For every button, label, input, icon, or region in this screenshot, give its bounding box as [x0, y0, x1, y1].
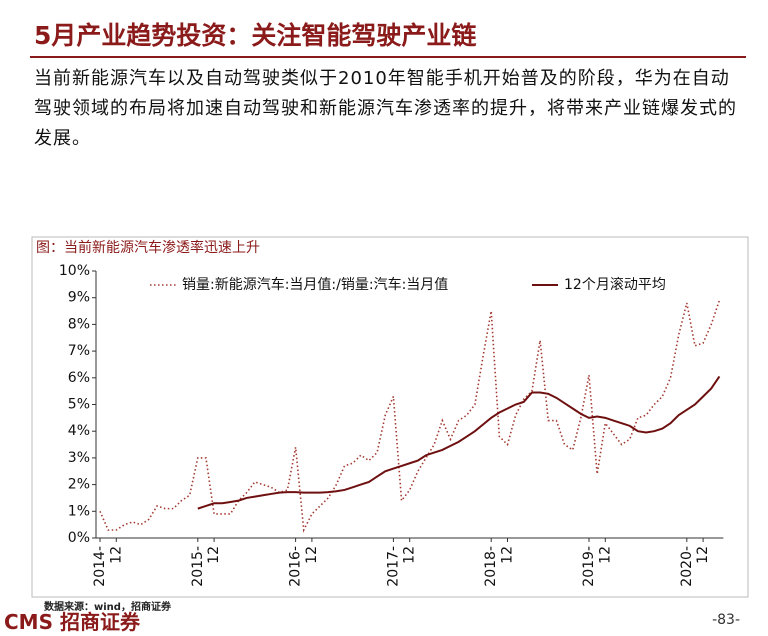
x-tick-label: 2014- — [92, 546, 108, 587]
logo-cn: 招商证券 — [59, 610, 140, 634]
series-line — [99, 300, 721, 533]
x-tick-label: 2016- — [288, 546, 304, 587]
title-rule — [30, 56, 746, 58]
x-tick-label: 2017- — [385, 546, 401, 587]
x-tick-label: 12 — [108, 546, 124, 564]
x-tick-label: 2015- — [190, 546, 206, 587]
y-tick-label: 2% — [68, 477, 90, 493]
legend-label: 销量:新能源汽车:当月值:/销量:汽车:当月值 — [182, 276, 448, 293]
logo: CMS 招商证券 — [4, 606, 140, 635]
legend-label: 12个月滚动平均 — [564, 276, 666, 293]
y-tick-label: 7% — [68, 343, 90, 359]
x-tick-label: 12 — [402, 546, 418, 564]
x-tick-label: 2019- — [581, 546, 597, 587]
y-tick-label: 6% — [68, 370, 90, 386]
source: 数据来源：wind，招商证券 — [44, 602, 171, 613]
y-tick-label: 0% — [68, 530, 90, 546]
x-tick-label: 12 — [500, 546, 516, 564]
series-line — [197, 375, 721, 510]
y-tick-label: 5% — [68, 397, 90, 413]
x-tick-label: 12 — [304, 546, 320, 564]
x-tick-label: 2020- — [679, 546, 695, 587]
y-tick-label: 1% — [68, 503, 90, 519]
body-text: 当前新能源汽车以及自动驾驶类似于2010年智能手机开始普及的阶段，华为在自动驾驶… — [34, 68, 737, 149]
y-tick-label: 3% — [68, 450, 90, 466]
y-tick-label: 4% — [68, 423, 90, 439]
chart-title: 图：当前新能源汽车渗透率迅速上升 — [36, 239, 260, 256]
x-tick-label: 12 — [206, 546, 222, 564]
logo-en: CMS — [4, 610, 53, 634]
x-tick-label: 12 — [695, 546, 711, 564]
y-tick-label: 10% — [59, 263, 90, 279]
page-number: -83- — [712, 612, 740, 628]
chart-frame — [31, 236, 749, 598]
x-tick-label: 2018- — [483, 546, 499, 587]
x-tick-label: 12 — [597, 546, 613, 564]
y-tick-label: 9% — [68, 290, 90, 306]
y-tick-label: 8% — [68, 316, 90, 332]
slide-title: 5月产业趋势投资：关注智能驾驶产业链 — [34, 21, 477, 50]
